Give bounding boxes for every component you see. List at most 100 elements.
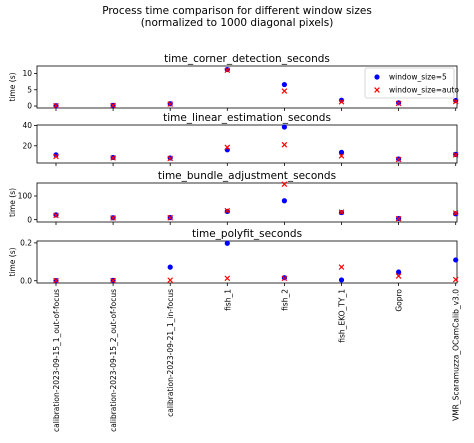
x-marker-stroke xyxy=(224,144,231,151)
x-marker-stroke xyxy=(338,209,345,215)
x-category-label: fish_EKO_TY_1 xyxy=(338,289,347,343)
point-window-size-auto xyxy=(395,273,402,279)
point-window-size-auto xyxy=(338,153,345,159)
panel-title: time_bundle_adjustment_seconds xyxy=(158,170,336,182)
point-window-size-auto xyxy=(395,215,402,222)
point-window-size-auto xyxy=(167,155,174,162)
y-tick-label: 40 xyxy=(22,121,32,130)
y-tick-label: 5 xyxy=(27,85,32,94)
point-window-size-auto xyxy=(338,264,345,270)
panel-frame xyxy=(36,65,458,109)
x-marker-stroke xyxy=(53,153,59,160)
point-window-size-5 xyxy=(281,198,287,204)
point-window-size-auto xyxy=(110,215,116,221)
x-marker-stroke xyxy=(110,102,116,109)
legend-box xyxy=(364,67,455,99)
x-marker-stroke xyxy=(395,215,402,222)
point-window-size-auto xyxy=(224,207,231,214)
x-marker-stroke xyxy=(224,67,231,74)
point-window-size-auto xyxy=(167,214,174,221)
x-marker-stroke xyxy=(338,264,345,270)
x-marker-stroke xyxy=(338,98,345,105)
x-marker-stroke xyxy=(53,212,59,219)
x-marker-stroke xyxy=(110,277,116,284)
x-category-label: calibration-2023-09-15_1_out-of-focus xyxy=(52,289,61,432)
x-marker-stroke xyxy=(53,277,59,284)
point-window-size-auto xyxy=(452,276,459,283)
y-tick-label: 0 xyxy=(27,102,32,111)
panel-title: time_polyfit_seconds xyxy=(192,228,302,240)
x-marker-stroke xyxy=(53,102,59,109)
suptitle-line: Process time comparison for different wi… xyxy=(102,5,372,17)
x-marker-stroke xyxy=(452,276,459,283)
x-marker-stroke xyxy=(395,100,402,107)
x-marker-stroke xyxy=(395,273,402,279)
y-axis-label: time (s) xyxy=(8,247,17,276)
panel-frame xyxy=(36,240,458,284)
suptitle-line: (normalized to 1000 diagonal pixels) xyxy=(141,17,334,29)
panel-title: time_linear_estimation_seconds xyxy=(163,112,331,124)
point-window-size-auto xyxy=(224,67,231,74)
point-window-size-5 xyxy=(281,124,287,130)
y-tick-label: 0 xyxy=(27,215,32,224)
point-window-size-auto xyxy=(452,152,459,158)
x-marker-stroke xyxy=(281,88,288,94)
point-window-size-auto xyxy=(395,156,402,163)
point-window-size-5 xyxy=(453,257,459,263)
point-window-size-auto xyxy=(224,275,231,282)
legend-label: window_size=5 xyxy=(389,73,447,82)
point-window-size-auto xyxy=(110,155,116,161)
y-axis-label: time (s) xyxy=(8,188,17,217)
point-window-size-auto xyxy=(281,181,288,188)
y-tick-label: 20 xyxy=(22,141,32,150)
point-window-size-auto xyxy=(281,88,288,94)
x-marker-stroke xyxy=(395,156,402,163)
point-window-size-5 xyxy=(338,97,345,103)
x-marker-stroke xyxy=(452,152,459,158)
point-window-size-auto xyxy=(281,275,288,282)
x-marker-stroke xyxy=(338,153,345,159)
point-window-size-auto xyxy=(452,98,459,105)
x-marker-stroke xyxy=(224,207,231,214)
x-marker-stroke xyxy=(224,275,231,282)
x-marker-stroke xyxy=(452,98,459,105)
y-tick-label: 0.0 xyxy=(20,276,32,285)
x-marker-stroke xyxy=(281,141,288,148)
x-marker-stroke xyxy=(110,215,116,221)
x-category-label: calibration-2023-09-15_2_out-of-focus xyxy=(109,289,118,432)
point-window-size-auto xyxy=(338,98,345,105)
point-window-size-auto xyxy=(395,100,402,107)
x-marker-stroke xyxy=(167,214,174,221)
point-window-size-5 xyxy=(167,264,173,270)
x-marker-stroke xyxy=(281,275,288,282)
point-window-size-auto xyxy=(110,102,116,109)
point-window-size-5 xyxy=(224,240,230,246)
x-category-label: calibration-2023-09-21_1_in-focus xyxy=(166,289,175,417)
x-category-label: VMR_Scaramuzza_OCamCalib_v3.0 xyxy=(452,289,461,421)
point-window-size-auto xyxy=(167,277,174,283)
x-marker-stroke xyxy=(167,155,174,162)
y-tick-label: 0.2 xyxy=(20,239,32,248)
x-marker-stroke xyxy=(167,277,174,283)
point-window-size-auto xyxy=(53,212,59,219)
point-window-size-auto xyxy=(338,209,345,215)
panel-title: time_corner_detection_seconds xyxy=(164,53,330,65)
legend-label: window_size=auto xyxy=(389,86,459,95)
y-axis-label: time (s) xyxy=(8,72,17,101)
point-window-size-auto xyxy=(53,102,59,109)
y-tick-label: 100 xyxy=(18,192,33,201)
x-category-label: Gopro xyxy=(395,289,404,312)
point-window-size-5 xyxy=(396,269,402,275)
x-marker-stroke xyxy=(110,155,116,161)
y-tick-label: 10 xyxy=(22,69,32,78)
point-window-size-5 xyxy=(338,149,345,155)
point-window-size-auto xyxy=(53,277,59,284)
x-marker-stroke xyxy=(281,181,288,188)
point-window-size-5 xyxy=(281,81,287,88)
x-marker-stroke xyxy=(167,101,174,107)
point-window-size-auto xyxy=(110,277,116,284)
point-window-size-5 xyxy=(338,277,345,283)
x-category-label: fish_2 xyxy=(280,289,289,311)
